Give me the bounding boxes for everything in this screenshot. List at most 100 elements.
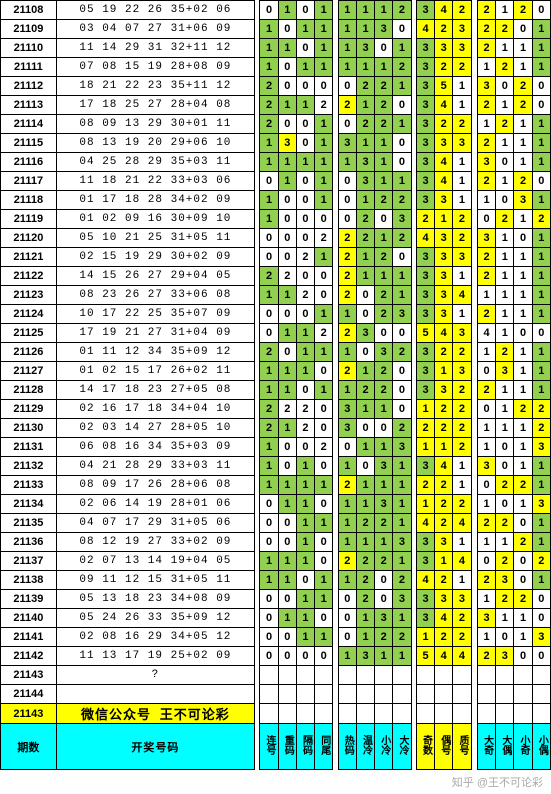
stat-cell: 3	[375, 609, 393, 628]
stat-cell: 2	[514, 77, 532, 96]
stat-cell: 2	[356, 115, 374, 134]
stat-cell: 0	[296, 438, 314, 457]
stat-cell: 1	[278, 476, 296, 495]
stat-cell: 1	[514, 134, 532, 153]
stat-cell: 0	[477, 362, 495, 381]
stat-cell: 1	[278, 1, 296, 20]
stat-cell: 2	[496, 476, 514, 495]
stat-cell: 0	[532, 96, 550, 115]
stat-cell: 1	[260, 191, 278, 210]
stat-cell: 3	[416, 305, 434, 324]
stat-cell: 1	[514, 267, 532, 286]
stat-cell: 2	[315, 229, 333, 248]
stat-cell: 3	[453, 324, 471, 343]
stat-cell: 2	[260, 400, 278, 419]
stat-cell: 2	[477, 248, 495, 267]
stat-cell: 3	[435, 39, 453, 58]
stat-cell: 1	[496, 96, 514, 115]
stat-cell: 0	[496, 438, 514, 457]
stat-cell: 1	[393, 267, 411, 286]
stat-header: 小冷	[375, 724, 393, 770]
stat-cell: 4	[416, 571, 434, 590]
stat-cell: 0	[393, 324, 411, 343]
stat-cell: 0	[296, 39, 314, 58]
stat-cell: 1	[356, 400, 374, 419]
stat-cell: 2	[514, 533, 532, 552]
stat-cell: 1	[296, 533, 314, 552]
numbers-cell: 01 17 18 28 34+02 09	[56, 191, 254, 210]
header-numbers: 开奖号码	[56, 724, 254, 770]
stat-cell: 1	[296, 457, 314, 476]
stat-cell: 3	[435, 134, 453, 153]
stat-cell: 2	[435, 476, 453, 495]
stat-cell	[453, 666, 471, 685]
stat-cell: 3	[477, 457, 495, 476]
stat-cell: 2	[477, 1, 495, 20]
stat-cell: 3	[416, 590, 434, 609]
stat-cell: 3	[393, 305, 411, 324]
period-cell: 21130	[1, 419, 57, 438]
numbers-cell: 10 17 22 25 35+07 09	[56, 305, 254, 324]
period-cell: 21140	[1, 609, 57, 628]
stat-cell: 2	[338, 362, 356, 381]
stat-cell: 1	[453, 96, 471, 115]
stat-cell: 2	[260, 419, 278, 438]
stat-cell: 1	[260, 457, 278, 476]
stat-cell: 1	[393, 77, 411, 96]
stat-cell: 1	[356, 628, 374, 647]
stat-cell: 1	[416, 400, 434, 419]
numbers-cell: 09 11 12 15 31+05 11	[56, 571, 254, 590]
stat-cell: 2	[453, 229, 471, 248]
stat-cell: 2	[375, 514, 393, 533]
stat-cell: 2	[514, 400, 532, 419]
stat-cell: 1	[532, 286, 550, 305]
stat-cell: 0	[338, 115, 356, 134]
period-cell: 21134	[1, 495, 57, 514]
stat-cell: 2	[496, 514, 514, 533]
stat-header: 温冷	[356, 724, 374, 770]
stat-cell: 1	[356, 191, 374, 210]
stat-cell: 1	[514, 248, 532, 267]
stat-cell: 1	[338, 381, 356, 400]
stat-cell: 1	[496, 533, 514, 552]
numbers-cell: 17 19 21 27 31+04 09	[56, 324, 254, 343]
stat-cell: 1	[496, 267, 514, 286]
stat-cell: 2	[296, 286, 314, 305]
numbers-cell: 08 09 17 26 28+06 08	[56, 476, 254, 495]
stat-cell: 3	[356, 172, 374, 191]
stat-cell	[278, 685, 296, 704]
stat-cell: 0	[514, 647, 532, 666]
numbers-cell: 08 23 26 27 33+06 08	[56, 286, 254, 305]
stat-cell: 0	[393, 381, 411, 400]
numbers-cell: 14 17 18 23 27+05 08	[56, 381, 254, 400]
stat-cell: 0	[356, 305, 374, 324]
numbers-cell: 08 09 13 29 30+01 11	[56, 115, 254, 134]
stat-cell: 3	[453, 248, 471, 267]
stat-cell: 1	[356, 20, 374, 39]
stat-cell: 0	[315, 286, 333, 305]
stat-cell	[356, 666, 374, 685]
stat-cell: 2	[514, 590, 532, 609]
stat-header: 质号	[453, 724, 471, 770]
stat-header: 奇数	[416, 724, 434, 770]
stat-cell: 0	[496, 628, 514, 647]
stat-cell: 1	[375, 647, 393, 666]
stat-cell: 2	[477, 305, 495, 324]
stat-cell: 1	[416, 438, 434, 457]
stat-cell: 2	[338, 324, 356, 343]
stat-cell: 0	[278, 20, 296, 39]
stat-cell	[296, 685, 314, 704]
stat-cell: 4	[435, 172, 453, 191]
stat-cell: 1	[315, 153, 333, 172]
stat-cell: 3	[435, 286, 453, 305]
period-cell: 21141	[1, 628, 57, 647]
stat-cell: 0	[393, 400, 411, 419]
stat-header: 小奇	[514, 724, 532, 770]
stat-cell: 2	[532, 210, 550, 229]
stat-cell: 3	[416, 172, 434, 191]
period-cell: 21110	[1, 39, 57, 58]
stat-cell: 1	[514, 362, 532, 381]
stat-cell: 1	[393, 476, 411, 495]
stat-cell: 1	[296, 20, 314, 39]
stat-cell: 2	[338, 96, 356, 115]
